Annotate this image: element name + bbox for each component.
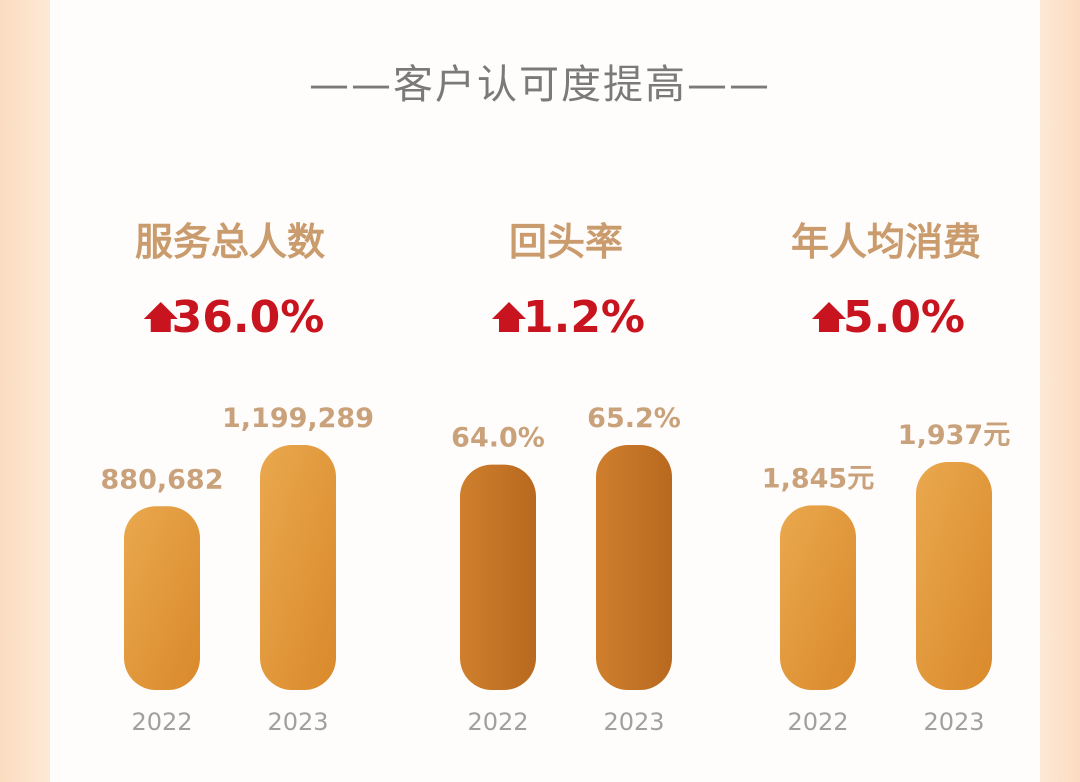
- year-label: 2022: [131, 708, 192, 736]
- page-title: ——客户认可度提高——: [309, 62, 771, 108]
- year-label: 2022: [467, 708, 528, 736]
- value-label: 1,199,289: [222, 403, 374, 434]
- growth-value: 1.2%: [523, 292, 645, 343]
- left-edge: [0, 0, 50, 782]
- arrow-up-icon: [492, 302, 526, 332]
- right-edge: [1040, 0, 1080, 782]
- bar: [596, 445, 672, 690]
- bar: [460, 464, 536, 690]
- growth-value: 36.0%: [172, 292, 325, 343]
- bar: [916, 462, 992, 690]
- bar: [124, 506, 200, 690]
- infographic-card: [50, 0, 1040, 782]
- year-label: 2023: [267, 708, 328, 736]
- year-label: 2022: [787, 708, 848, 736]
- arrow-up-icon: [812, 302, 846, 332]
- growth-value: 5.0%: [843, 292, 965, 343]
- value-label: 64.0%: [451, 423, 545, 454]
- value-label: 1,845元: [762, 463, 874, 494]
- value-label: 880,682: [101, 464, 224, 495]
- year-label: 2023: [603, 708, 664, 736]
- bar: [260, 445, 336, 690]
- value-label: 65.2%: [587, 403, 681, 434]
- metric-title: 年人均消费: [791, 220, 981, 264]
- metric-title: 服务总人数: [135, 220, 325, 264]
- value-label: 1,937元: [898, 420, 1010, 451]
- year-label: 2023: [923, 708, 984, 736]
- bar: [780, 505, 856, 690]
- metric-title: 回头率: [509, 220, 623, 264]
- arrow-up-icon: [143, 302, 178, 332]
